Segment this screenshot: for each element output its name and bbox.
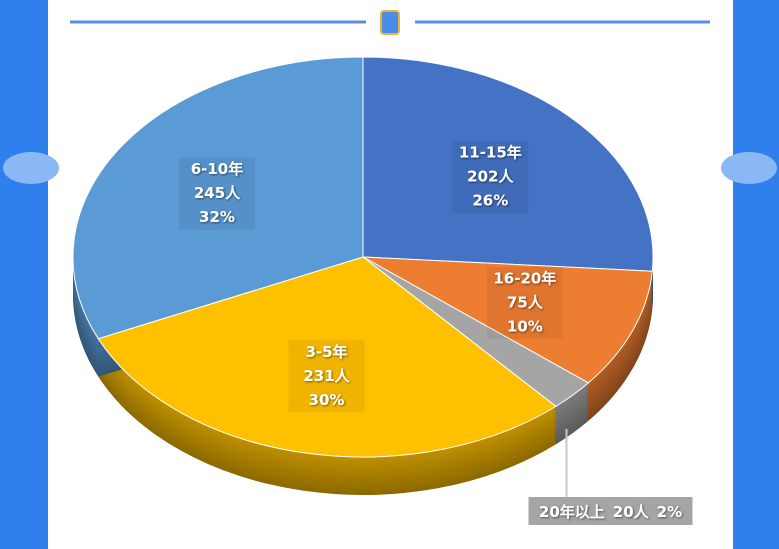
data-label: 32% (199, 208, 235, 226)
data-label: 26% (472, 192, 508, 210)
data-label: 245人 (194, 184, 241, 202)
data-label: 6-10年 (191, 160, 244, 178)
side-dot (721, 152, 777, 184)
label-box (486, 267, 563, 340)
data-label-part: 20年以上 (539, 503, 605, 521)
data-label: 20年以上 20人 2% (539, 503, 682, 521)
label-box (178, 157, 255, 230)
data-label: 10% (507, 318, 543, 336)
data-label: 231人 (303, 367, 350, 385)
slice (362, 56, 654, 272)
data-label-part: 2% (657, 503, 682, 521)
label-box (528, 497, 693, 525)
data-label-part: 20人 (613, 503, 650, 521)
side-bar (733, 0, 779, 549)
data-label: 75人 (507, 294, 544, 312)
label-box (452, 141, 529, 214)
data-label: 202人 (467, 168, 514, 186)
data-label: 16-20年 (493, 270, 556, 288)
side-bar (0, 0, 48, 549)
label-box (288, 340, 365, 413)
data-label: 11-15年 (459, 144, 522, 162)
data-label: 30% (309, 391, 345, 409)
header-icon (380, 10, 400, 35)
pie: 11-15年 202人 26% 16-20年 75人 10% 20年以上 20人 2% 3-5年 2… (72, 56, 693, 525)
slice (72, 56, 364, 340)
side-dot (3, 152, 59, 184)
slice (362, 256, 653, 384)
data-label: 3-5年 (305, 343, 347, 361)
slice (97, 256, 557, 458)
